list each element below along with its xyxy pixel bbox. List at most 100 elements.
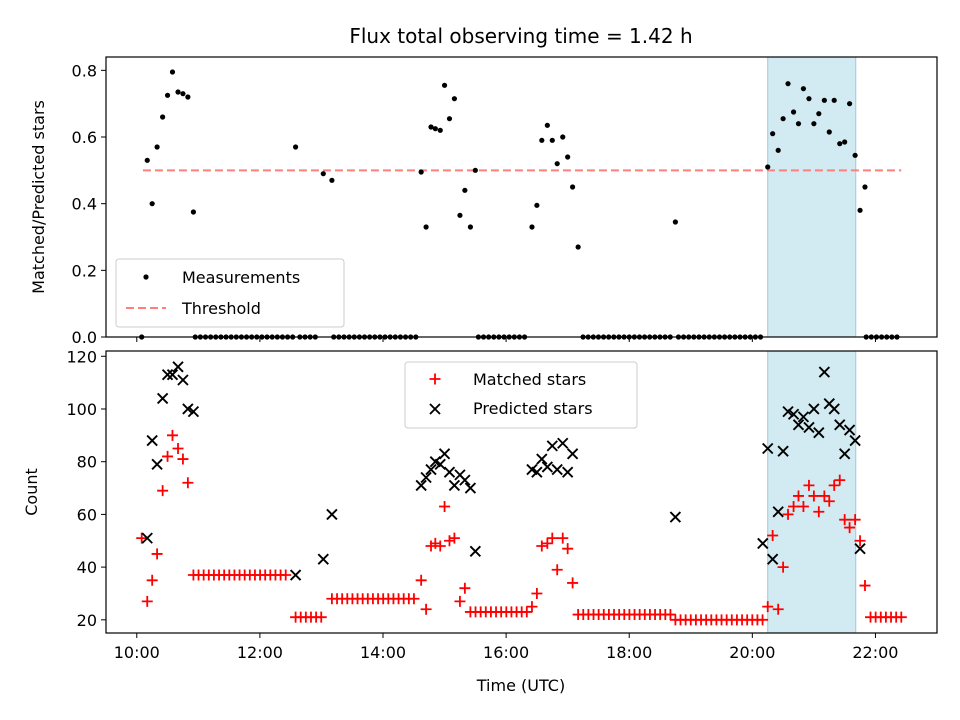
bottom-y-tick-label: 80 bbox=[77, 453, 97, 472]
matched-point bbox=[146, 574, 158, 586]
matched-point bbox=[797, 500, 809, 512]
matched-point bbox=[536, 540, 548, 552]
bottom-y-axis-label: Count bbox=[22, 468, 41, 516]
bottom-highlight-band bbox=[767, 350, 857, 634]
measurement-point bbox=[837, 141, 843, 147]
predicted-point bbox=[551, 463, 563, 476]
predicted-point bbox=[766, 553, 779, 565]
measurement-point bbox=[292, 144, 299, 150]
matched-point bbox=[772, 603, 784, 615]
x-tick-label: 14:00 bbox=[360, 643, 406, 662]
bottom-highlight-rect bbox=[767, 350, 857, 634]
predicted-point bbox=[787, 408, 800, 420]
measurement-point bbox=[565, 154, 571, 160]
predicted-points bbox=[141, 361, 866, 581]
predicted-point bbox=[772, 506, 784, 518]
measurement-point bbox=[441, 82, 448, 88]
measurement-point bbox=[862, 184, 868, 190]
predicted-point bbox=[762, 442, 774, 455]
measurement-point bbox=[418, 169, 424, 175]
measurement-point bbox=[569, 184, 576, 190]
measurement-point bbox=[826, 129, 832, 135]
x-tick-label: 12:00 bbox=[237, 643, 283, 662]
matched-point bbox=[157, 485, 169, 497]
measurement-point bbox=[180, 91, 186, 97]
matched-point bbox=[182, 477, 194, 489]
legend-predicted-cross bbox=[429, 403, 441, 415]
matched-point bbox=[151, 548, 163, 560]
predicted-point bbox=[843, 424, 856, 436]
matched-point bbox=[546, 532, 558, 544]
measurement-point bbox=[539, 137, 545, 143]
measurement-point bbox=[534, 202, 540, 208]
matched-points bbox=[136, 429, 907, 626]
matched-point bbox=[767, 529, 779, 541]
matched-point bbox=[459, 582, 471, 594]
predicted-point bbox=[326, 508, 338, 521]
predicted-point bbox=[813, 427, 825, 439]
matched-point bbox=[818, 490, 830, 502]
predicted-point bbox=[669, 511, 682, 523]
predicted-point bbox=[838, 448, 851, 460]
matched-point bbox=[162, 450, 174, 462]
bottom-panel: 10:00 12:00 14:00 16:00 18:00 20:00 22:00 20 40… bbox=[22, 347, 938, 695]
measurement-point bbox=[852, 152, 858, 158]
predicted-point bbox=[557, 437, 569, 449]
predicted-point bbox=[425, 463, 437, 476]
measurement-point bbox=[446, 116, 453, 122]
measurement-point bbox=[432, 126, 438, 132]
predicted-point bbox=[757, 537, 769, 550]
measurement-point bbox=[770, 131, 776, 137]
matched-point bbox=[551, 564, 563, 576]
predicted-point bbox=[187, 405, 200, 418]
predicted-point bbox=[818, 366, 831, 378]
predicted-point bbox=[289, 569, 302, 581]
predicted-point bbox=[156, 392, 169, 405]
measurement-point bbox=[816, 111, 822, 117]
matched-point bbox=[166, 429, 178, 441]
predicted-point bbox=[172, 361, 184, 373]
measurement-point bbox=[846, 101, 853, 107]
matched-point bbox=[803, 479, 815, 491]
measurement-point bbox=[672, 219, 678, 225]
measurement-point bbox=[175, 89, 181, 95]
bottom-axes-frame bbox=[105, 350, 938, 634]
predicted-point bbox=[834, 419, 846, 431]
matched-point bbox=[177, 453, 189, 465]
predicted-point bbox=[546, 440, 558, 452]
matched-point bbox=[664, 609, 676, 621]
bottom-y-tick-label: 20 bbox=[77, 611, 97, 630]
legend-predicted-label: Predicted stars bbox=[473, 399, 593, 418]
measurement-point bbox=[806, 96, 812, 102]
top-y-tick-label: 0.4 bbox=[72, 195, 97, 214]
matched-point bbox=[788, 500, 800, 512]
predicted-point bbox=[849, 434, 861, 447]
predicted-point bbox=[415, 479, 427, 492]
predicted-point bbox=[438, 448, 451, 460]
predicted-point bbox=[566, 448, 579, 460]
matched-point bbox=[454, 595, 466, 607]
measurement-point bbox=[164, 92, 171, 98]
legend-measurements-label: Measurements bbox=[182, 268, 300, 287]
matched-point bbox=[782, 508, 794, 520]
top-highlight-band bbox=[767, 56, 857, 338]
top-highlight-rect bbox=[767, 56, 857, 338]
measurement-point bbox=[785, 81, 791, 87]
measurement-point bbox=[154, 144, 160, 150]
top-y-tick-label: 0.2 bbox=[72, 261, 97, 280]
measurement-point bbox=[780, 116, 786, 122]
matched-point bbox=[844, 522, 856, 534]
predicted-point bbox=[464, 482, 477, 494]
measurement-point bbox=[544, 122, 550, 128]
measurement-point bbox=[842, 139, 848, 145]
matched-point bbox=[834, 474, 846, 486]
matched-point bbox=[757, 614, 769, 626]
measurement-point bbox=[185, 94, 191, 100]
measurement-point bbox=[190, 209, 197, 215]
top-axes-frame bbox=[105, 56, 938, 338]
measurement-point bbox=[800, 86, 807, 92]
matched-point bbox=[439, 500, 451, 512]
bottom-legend-box bbox=[404, 361, 638, 429]
x-tick-label: 18:00 bbox=[606, 643, 652, 662]
predicted-point bbox=[854, 542, 866, 555]
